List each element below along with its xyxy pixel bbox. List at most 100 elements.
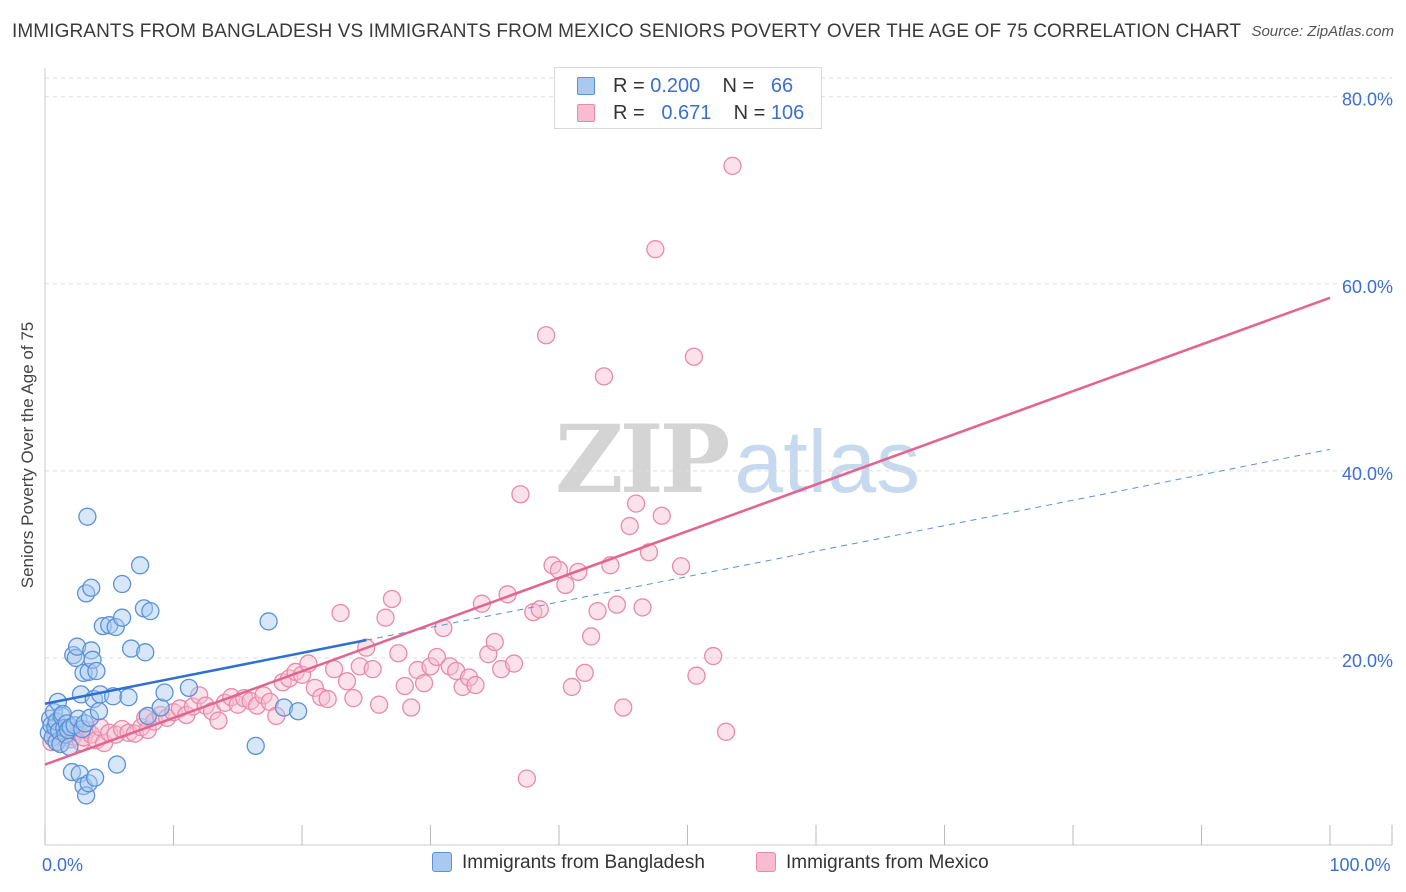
mexico-point — [614, 698, 633, 717]
bangladesh-trend-extension — [366, 448, 1331, 641]
mexico-trend-line — [44, 296, 1331, 766]
bangladesh-point — [93, 616, 112, 636]
mexico-point — [324, 660, 344, 679]
mexico-point — [427, 647, 447, 667]
bangladesh-point — [274, 698, 294, 717]
legend-n-label: N = — [733, 102, 766, 124]
y-tick-label: 60.0% — [1342, 277, 1393, 297]
mexico-point — [581, 627, 601, 646]
legend-label-bangladesh: Immigrants from Bangladesh — [462, 852, 705, 873]
mexico-point — [421, 657, 440, 676]
legend-r-value: 0.671 — [661, 102, 712, 124]
mexico-point — [646, 240, 665, 259]
mexico-point — [620, 516, 639, 536]
x-axis-ticks — [44, 825, 1393, 845]
mexico-point — [254, 686, 273, 705]
mexico-point — [369, 695, 389, 714]
bangladesh-point — [130, 556, 150, 575]
bangladesh-point — [106, 617, 125, 637]
series-bangladesh-points — [39, 507, 308, 805]
mexico-point — [414, 674, 434, 693]
bangladesh-point — [246, 736, 265, 756]
mexico-point — [556, 575, 575, 595]
legend-n-label: N = — [722, 75, 755, 97]
legend-n-value: 106 — [770, 102, 805, 124]
legend-text-mexico: R = 0.671 N = 106 — [613, 102, 804, 125]
mexico-point — [389, 644, 408, 663]
bangladesh-point — [82, 578, 101, 597]
bangladesh-point — [121, 639, 141, 658]
bangladesh-point — [138, 706, 157, 726]
bangladesh-point — [80, 708, 100, 727]
legend-item-mexico: Immigrants from Mexico — [756, 852, 989, 874]
bangladesh-point — [136, 643, 155, 662]
mexico-point — [594, 367, 614, 386]
y-tick-label: 80.0% — [1342, 90, 1393, 110]
mexico-point — [588, 602, 607, 621]
watermark-logo: ZIPatlas — [555, 405, 920, 515]
mexico-point — [530, 600, 549, 619]
legend-r-label: R = — [613, 102, 645, 124]
legend-swatch-mexico — [756, 852, 776, 872]
mexico-point — [511, 485, 530, 504]
bangladesh-point — [141, 602, 160, 621]
mexico-point — [575, 663, 594, 683]
y-tick-label: 20.0% — [1342, 651, 1393, 671]
mexico-point — [485, 632, 504, 652]
bangladesh-point — [107, 755, 127, 774]
legend-swatch-mexico — [577, 104, 595, 122]
bangladesh-point — [76, 584, 96, 603]
bangladesh-point — [179, 678, 199, 698]
legend-item-bangladesh: Immigrants from Bangladesh — [432, 852, 705, 874]
y-tick-label: 40.0% — [1342, 464, 1393, 484]
chart-source: Source: ZipAtlas.com — [1251, 23, 1394, 40]
tick-labels: 20.0% 40.0% 60.0% 80.0% 0.0% 100.0% — [42, 90, 1393, 875]
mexico-point — [312, 688, 331, 707]
watermark-zip: ZIP — [555, 405, 730, 515]
mexico-point — [337, 672, 357, 691]
x-tick-label: 100.0% — [1329, 855, 1390, 875]
mexico-point — [562, 677, 581, 697]
mexico-point — [318, 689, 337, 709]
legend-label-mexico: Immigrants from Mexico — [786, 852, 989, 873]
bangladesh-point — [85, 768, 105, 787]
legend-n-value: 66 — [770, 75, 794, 97]
bangladesh-point — [119, 688, 138, 707]
bangladesh-point — [78, 507, 97, 526]
chart-title: IMMIGRANTS FROM BANGLADESH VS IMMIGRANTS… — [12, 21, 1242, 42]
mexico-point — [402, 698, 421, 717]
legend-r-label: R = — [613, 75, 645, 97]
mexico-point — [723, 156, 742, 176]
mexico-point — [716, 722, 736, 741]
mexico-point — [344, 688, 363, 708]
mexico-point — [537, 326, 556, 345]
mexico-point — [466, 675, 485, 695]
mexico-point — [687, 666, 706, 685]
mexico-point — [331, 603, 350, 623]
mexico-point — [671, 557, 691, 576]
mexico-point — [626, 494, 646, 513]
mexico-point — [376, 608, 395, 627]
bangladesh-point — [112, 574, 132, 594]
bangladesh-point — [75, 714, 94, 733]
bangladesh-trend-line — [44, 638, 367, 705]
mexico-point — [382, 589, 402, 609]
legend-text-bangladesh: R = 0.200 N = 66 — [613, 75, 793, 98]
mexico-point — [504, 654, 524, 673]
mexico-point — [305, 678, 325, 698]
watermark-atlas: atlas — [734, 412, 921, 511]
mexico-point — [607, 595, 626, 614]
mexico-point — [363, 660, 382, 679]
bangladesh-point — [151, 698, 170, 717]
trend-lines — [44, 296, 1331, 766]
legend-r-value: 0.200 — [650, 75, 701, 97]
mexico-point — [684, 347, 704, 366]
correlation-legend: R = 0.200 N = 66 R = 0.671 N = 106 — [554, 67, 822, 129]
mexico-point — [517, 769, 537, 788]
bangladesh-point — [112, 608, 132, 627]
bangladesh-point — [288, 702, 308, 721]
legend-swatch-bangladesh — [432, 852, 452, 872]
mexico-point — [190, 686, 209, 705]
mexico-point — [459, 668, 479, 687]
